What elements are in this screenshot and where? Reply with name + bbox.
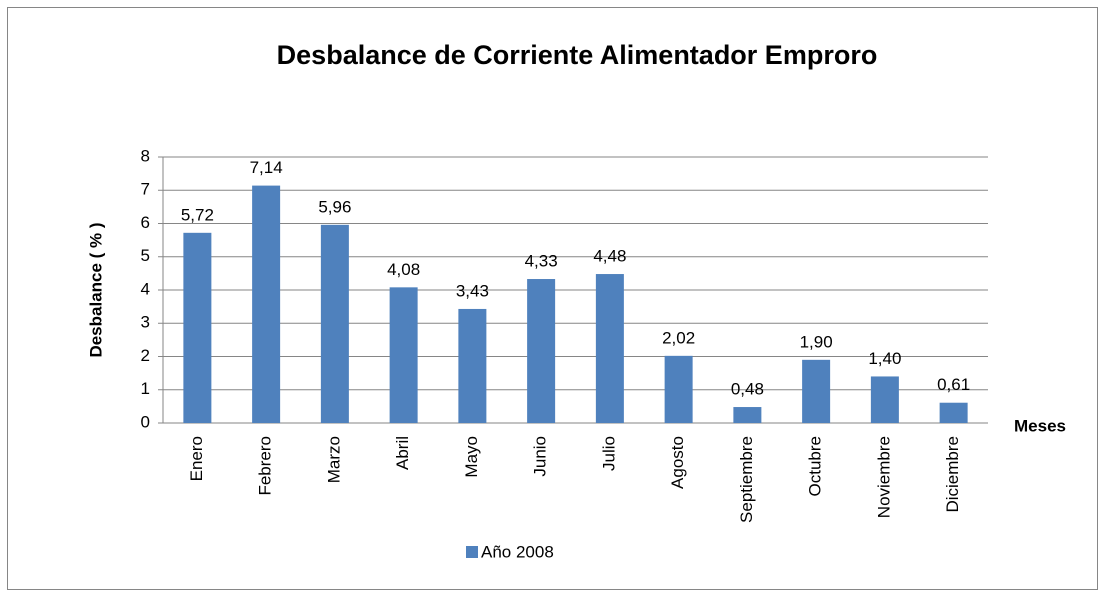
y-tick-label: 3 <box>141 313 150 332</box>
x-tick-label: Febrero <box>256 436 275 496</box>
bar <box>664 355 693 423</box>
bar <box>320 224 349 423</box>
y-tick-label: 1 <box>141 379 150 398</box>
x-tick-label: Agosto <box>668 436 687 489</box>
bar <box>458 308 487 423</box>
x-tick-label: Noviembre <box>874 436 893 518</box>
bar <box>595 274 624 423</box>
x-tick-label: Octubre <box>806 436 825 496</box>
y-axis-label: Desbalance ( % ) <box>86 222 105 357</box>
y-tick-label: 8 <box>141 146 150 165</box>
legend-label: Año 2008 <box>481 542 554 561</box>
data-label: 4,48 <box>593 247 626 266</box>
data-label: 0,61 <box>937 375 970 394</box>
y-tick-label: 5 <box>141 246 150 265</box>
data-label: 3,43 <box>456 281 489 300</box>
bar <box>870 376 899 423</box>
data-label: 4,33 <box>525 252 558 271</box>
bar <box>527 279 556 423</box>
y-tick-label: 0 <box>141 412 150 431</box>
x-tick-label: Junio <box>531 436 550 477</box>
data-label: 1,90 <box>800 332 833 351</box>
x-tick-label: Abril <box>393 436 412 470</box>
bar <box>252 185 281 423</box>
bar <box>802 359 831 423</box>
bar <box>183 232 212 423</box>
bar <box>733 407 762 423</box>
x-tick-label: Mayo <box>462 436 481 478</box>
x-tick-label: Enero <box>187 436 206 481</box>
x-tick-label: Septiembre <box>737 436 756 523</box>
x-tick-label: Julio <box>599 436 618 471</box>
x-axis-label: Meses <box>1014 416 1066 435</box>
data-label: 2,02 <box>662 328 695 347</box>
x-tick-label: Marzo <box>324 436 343 483</box>
data-label: 7,14 <box>250 158 283 177</box>
data-label: 1,40 <box>868 349 901 368</box>
data-label: 0,48 <box>731 380 764 399</box>
bar <box>939 402 968 423</box>
bar <box>389 287 418 423</box>
chart-title: Desbalance de Corriente Alimentador Empr… <box>277 40 878 70</box>
x-tick-label: Diciembre <box>943 436 962 513</box>
data-label: 5,72 <box>181 205 214 224</box>
y-tick-label: 6 <box>141 213 150 232</box>
y-tick-label: 7 <box>141 180 150 199</box>
y-tick-label: 2 <box>141 346 150 365</box>
y-tick-label: 4 <box>141 279 150 298</box>
data-label: 4,08 <box>387 260 420 279</box>
legend-swatch <box>466 546 478 558</box>
data-label: 5,96 <box>318 197 351 216</box>
